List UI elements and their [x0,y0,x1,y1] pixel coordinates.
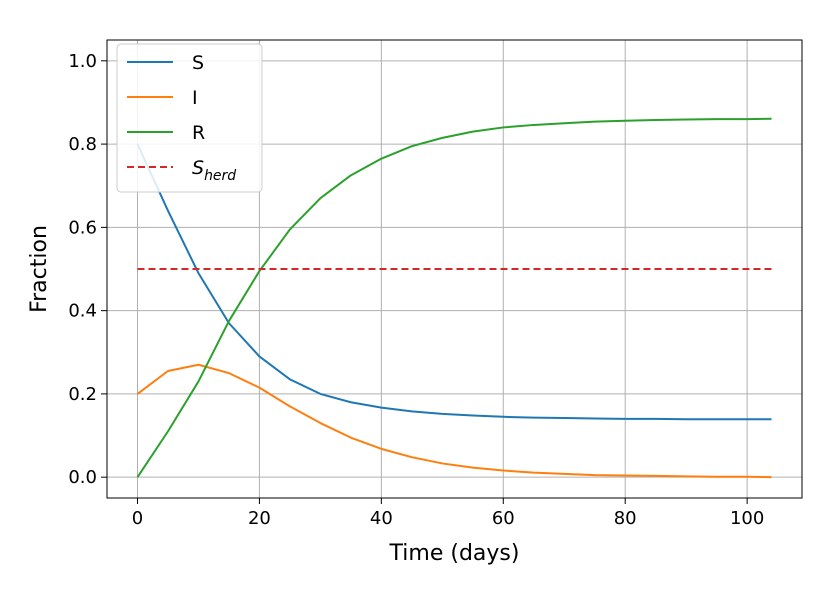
legend-label-main: S [192,52,204,74]
x-tick-label: 80 [614,508,637,529]
x-tick-label: 60 [492,508,515,529]
x-tick-label: 40 [370,508,393,529]
legend-label-subscript: herd [204,168,236,184]
y-tick-label: 0.8 [68,134,97,155]
x-tick-label: 100 [730,508,764,529]
y-axis-title: Fraction [27,225,52,313]
series-line-2 [136,117,772,478]
legend-label: R [192,122,205,144]
legend-label-main: R [192,122,205,144]
series-line-1 [136,363,772,479]
y-tick-label: 0.4 [68,301,97,322]
legend-label-main: S [192,157,204,179]
y-tick-label: 0.2 [68,384,97,405]
legend-label-main: I [192,87,198,109]
series-lines [136,117,772,479]
x-axis-title: Time (days) [389,541,520,566]
y-tick-label: 0.0 [68,467,97,488]
legend-box [116,43,263,193]
x-tick-label: 20 [248,508,271,529]
legend-label: I [192,87,198,109]
axis-ticks: 0 20 40 60 80 100 0.0 0.2 0.4 0.6 0.8 1.0 [68,51,764,529]
x-tick-label: 0 [132,508,143,529]
legend-label: S [192,52,204,74]
legend-label: Sherd [192,157,236,184]
y-tick-label: 1.0 [68,51,97,72]
series-line-0 [136,143,772,421]
plot-frame [106,39,803,499]
y-tick-label: 0.6 [68,217,97,238]
